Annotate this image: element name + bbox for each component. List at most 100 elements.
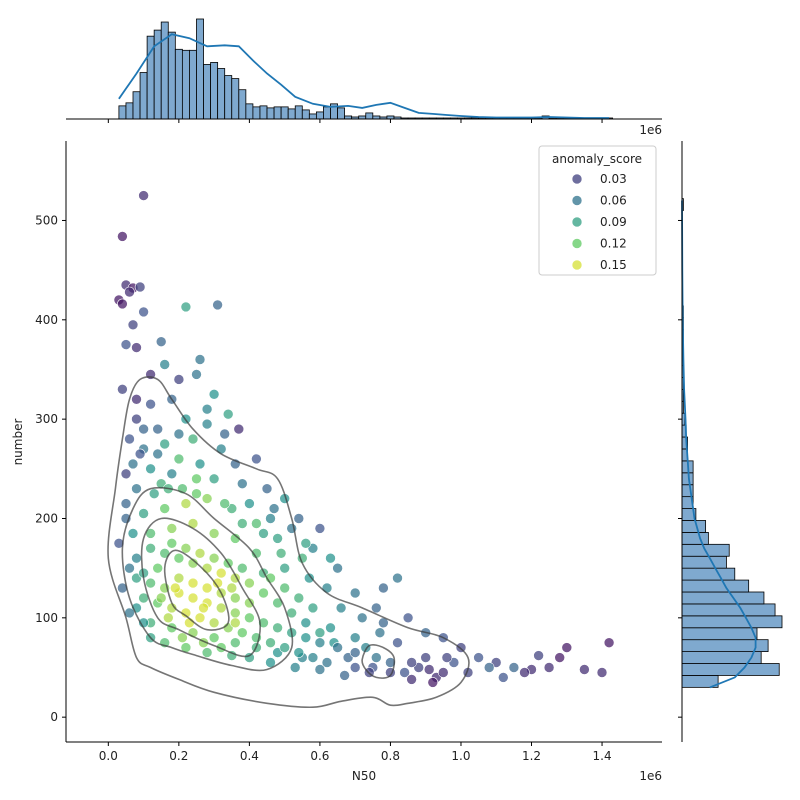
scatter-point	[124, 433, 135, 445]
right-hist-bar	[681, 603, 776, 617]
scatter-point	[332, 562, 343, 574]
scatter-point	[127, 319, 139, 331]
scatter-point	[307, 652, 319, 663]
scatter-point	[148, 488, 160, 500]
scatter-point	[300, 632, 312, 644]
top-hist-bar	[210, 62, 219, 120]
top-hist-bar	[217, 68, 226, 120]
scatter-point	[208, 552, 220, 564]
y-tick-label: 400	[35, 313, 58, 327]
scatter-point	[194, 354, 206, 365]
scatter-point	[261, 483, 273, 495]
scatter-point	[392, 572, 403, 584]
scatter-point	[244, 652, 255, 663]
scatter-point	[201, 493, 213, 504]
legend-marker	[571, 238, 583, 249]
scatter-point	[406, 657, 417, 668]
density-contours	[107, 376, 470, 709]
scatter-point	[194, 458, 206, 470]
scatter-point	[173, 374, 185, 385]
scatter-point	[226, 582, 238, 594]
scatter-point	[360, 642, 372, 653]
y-tick-label: 300	[35, 412, 58, 426]
top-hist-bar	[238, 89, 247, 120]
scatter-point	[166, 537, 178, 549]
scatter-point	[321, 657, 333, 668]
top-hist-bar	[365, 112, 374, 120]
scatter-point	[258, 528, 269, 539]
top-hist-bar	[231, 78, 240, 120]
scatter-point	[596, 667, 608, 678]
scatter-point	[138, 423, 149, 435]
scatter-point	[113, 537, 125, 549]
right-hist-bar	[681, 520, 707, 533]
y-tick-label: 500	[35, 213, 58, 227]
scatter-point	[208, 388, 220, 400]
scatter-point	[180, 498, 192, 509]
legend-marker	[571, 173, 583, 185]
legend-marker	[571, 195, 583, 206]
scatter-point	[339, 670, 350, 681]
scatter-point	[177, 632, 188, 644]
legend-label: 0.03	[600, 172, 627, 186]
scatter-point	[237, 518, 248, 529]
scatter-point	[219, 428, 230, 440]
scatter-point	[399, 667, 410, 678]
right-marginal-ticks	[678, 219, 682, 718]
scatter-point	[117, 231, 128, 242]
y-axis-ticks: 0 100 200 300 400 500	[35, 213, 66, 724]
scatter-point	[321, 582, 333, 594]
scatter-point	[349, 632, 361, 644]
top-hist-bar	[259, 105, 268, 120]
scatter-point	[554, 652, 566, 663]
top-hist-bar	[174, 48, 183, 120]
x-tick-label: 0.2	[169, 749, 188, 763]
scatter-point	[127, 458, 139, 470]
legend-label: 0.12	[600, 237, 627, 251]
legend-title: anomaly_score	[552, 152, 642, 166]
scatter-point	[155, 336, 167, 348]
scatter-point	[124, 286, 135, 298]
scatter-point	[191, 488, 202, 500]
scatter-point	[117, 298, 128, 310]
top-marginal-kde	[118, 33, 610, 119]
scatter-point	[314, 637, 326, 649]
scatter-point	[272, 533, 283, 544]
right-marginal-histogram	[681, 198, 783, 688]
scatter-point	[131, 483, 142, 495]
scatter-point	[194, 547, 206, 559]
x-tick-label: 1.4	[593, 749, 612, 763]
scatter-point	[155, 592, 167, 604]
top-hist-bar	[301, 109, 310, 120]
right-hist-bar	[681, 579, 750, 593]
scatter-point	[124, 562, 135, 574]
scatter-point	[300, 537, 312, 549]
scatter-point	[370, 652, 382, 663]
scatter-point	[233, 423, 245, 435]
top-offset-label: 1e6	[639, 123, 662, 137]
scatter-point	[265, 513, 276, 524]
right-hist-bar	[681, 555, 727, 569]
scatter-point	[187, 577, 199, 589]
top-kde-line	[118, 33, 610, 119]
scatter-point	[201, 403, 213, 415]
scatter-point	[159, 503, 170, 514]
scatter-point	[208, 617, 220, 629]
top-hist-bar	[189, 49, 197, 120]
right-hist-bar	[681, 591, 765, 605]
top-hist-bar	[294, 105, 303, 120]
right-hist-bar	[681, 663, 780, 676]
scatter-point	[279, 562, 291, 574]
scatter-point	[152, 562, 163, 574]
top-hist-bar	[337, 107, 346, 120]
scatter-point	[441, 652, 453, 663]
scatter-point	[180, 301, 192, 313]
scatter-point	[356, 612, 368, 624]
right-hist-bar	[681, 472, 694, 486]
scatter-point	[215, 567, 227, 579]
scatter-point	[208, 632, 220, 644]
scatter-point	[173, 453, 185, 465]
scatter-point	[427, 677, 439, 688]
scatter-point	[497, 672, 509, 683]
